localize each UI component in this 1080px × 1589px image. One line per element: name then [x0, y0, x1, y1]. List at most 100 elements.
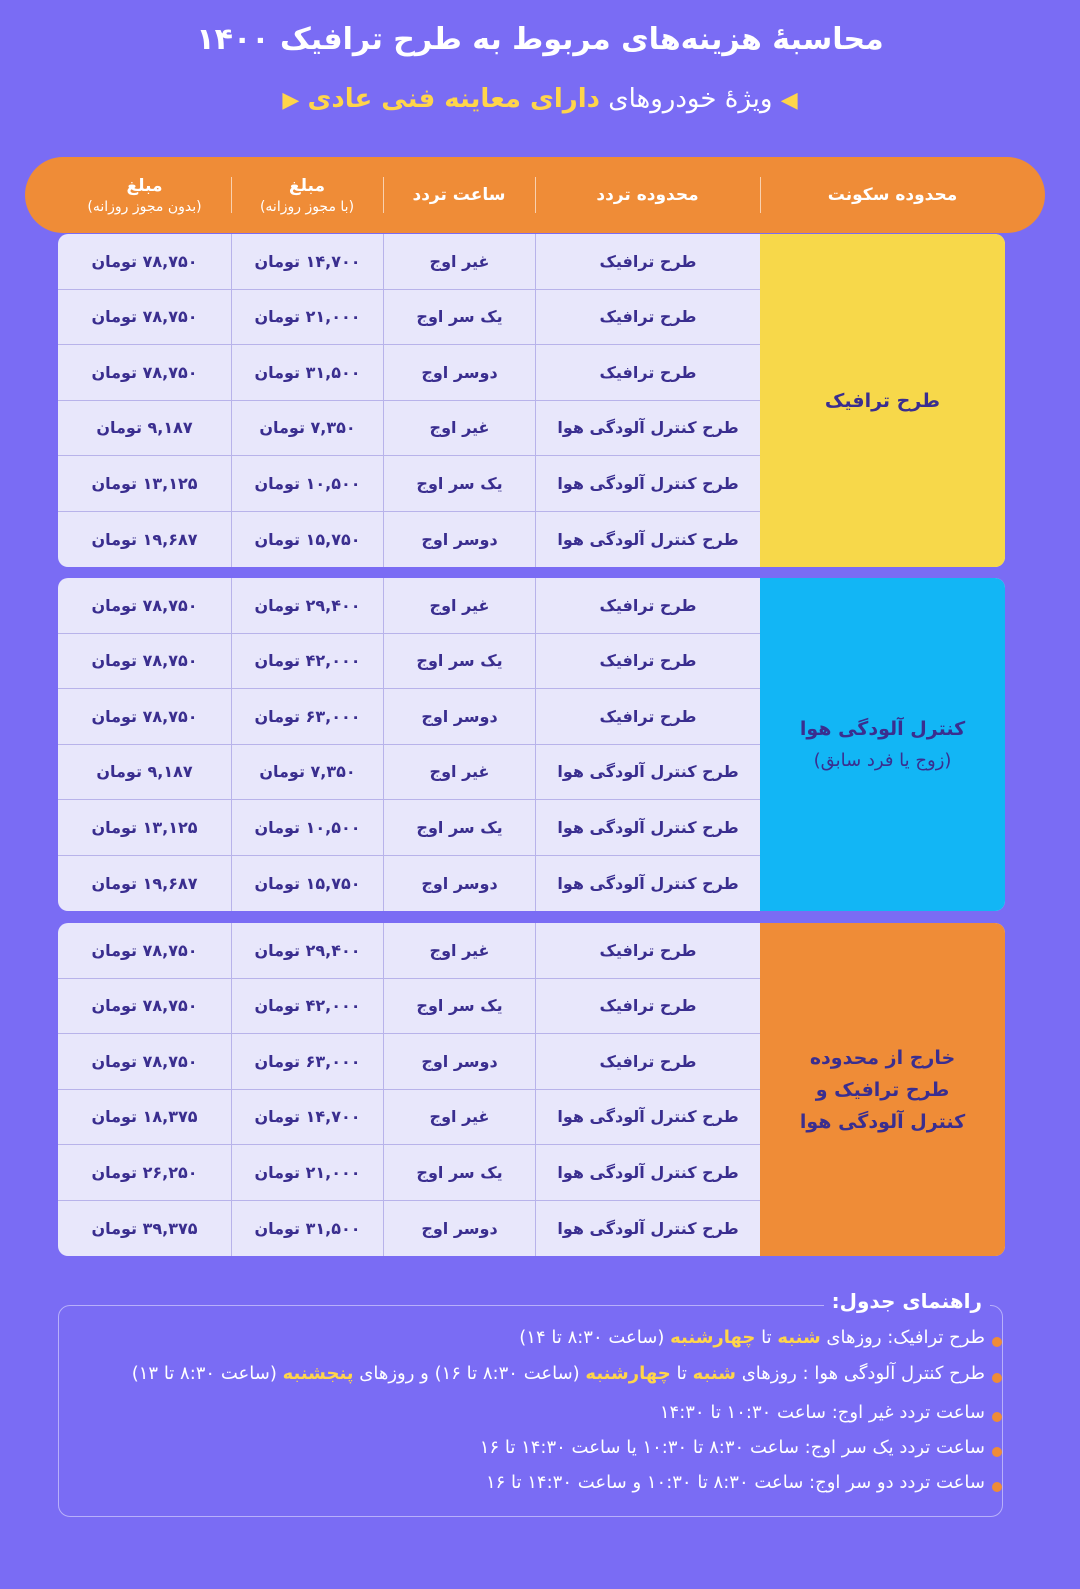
- guide-item: طرح ترافیک: روزهای شنبه تا چهارشنبه (ساع…: [519, 1327, 985, 1348]
- table-cell: طرح کنترل آلودگی هوا: [535, 800, 760, 856]
- table-group: طرح ترافیک طرح ترافیک غیر اوج ۱۴,۷۰۰ تومان ۷…: [58, 234, 1005, 567]
- header-cell: مبلغ (بدون مجوز روزانه): [58, 157, 231, 233]
- table-cell: ۶۳,۰۰۰ تومان: [231, 1034, 383, 1090]
- guide-text: (ساعت ۸:۳۰ تا ۱۴): [519, 1327, 671, 1348]
- table-cell: ۱۳,۱۲۵ تومان: [58, 456, 231, 512]
- table-cell: طرح ترافیک: [535, 633, 760, 689]
- header-note: (با مجوز روزانه): [259, 198, 355, 215]
- group-label-line: کنترل آلودگی هوا: [799, 717, 966, 740]
- header-separator: [231, 177, 232, 213]
- group-label-line: کنترل آلودگی هوا: [799, 1110, 966, 1133]
- table-cell: غیر اوج: [383, 578, 535, 634]
- table-cell: ۲۹,۴۰۰ تومان: [231, 578, 383, 634]
- guide-text: (ساعت ۸:۳۰ تا ۱۳): [131, 1363, 283, 1384]
- guide-text: طرح ترافیک: روزهای: [820, 1327, 985, 1348]
- guide-box: [58, 1305, 1003, 1517]
- header-title: ساعت تردد: [412, 185, 506, 205]
- table-cell: طرح کنترل آلودگی هوا: [535, 1089, 760, 1145]
- table-cell: ۱۳,۱۲۵ تومان: [58, 800, 231, 856]
- table-cell: طرح کنترل آلودگی هوا: [535, 1145, 760, 1201]
- table-cell: ۷۸,۷۵۰ تومان: [58, 689, 231, 745]
- table-cell: ۱۰,۵۰۰ تومان: [231, 800, 383, 856]
- table-cell: طرح کنترل آلودگی هوا: [535, 456, 760, 512]
- guide-highlight: شنبه: [777, 1327, 821, 1348]
- table-cell: ۲۱,۰۰۰ تومان: [231, 1145, 383, 1201]
- table-cell: ۱۵,۷۵۰ تومان: [231, 511, 383, 567]
- table-cell: ۳۱,۵۰۰ تومان: [231, 1200, 383, 1256]
- table-cell: غیر اوج: [383, 923, 535, 979]
- guide-text: طرح کنترل آلودگی هوا : روزهای: [735, 1363, 985, 1384]
- table-cell: ۱۸,۳۷۵ تومان: [58, 1090, 231, 1145]
- table-cell: طرح ترافیک: [535, 1034, 760, 1090]
- table-cell: طرح ترافیک: [535, 923, 760, 979]
- table-cell: ۷۸,۷۵۰ تومان: [58, 345, 231, 401]
- header-title: مبلغ: [288, 175, 326, 196]
- arrow: ▶: [282, 88, 300, 113]
- header-title: محدوده تردد: [596, 185, 699, 205]
- guide-highlight: چهارشنبه: [670, 1327, 756, 1348]
- table-cell: ۷۸,۷۵۰ تومان: [58, 979, 231, 1034]
- header-title: مبلغ: [126, 175, 163, 196]
- bullet: [992, 1447, 1002, 1457]
- subtitle-highlight: دارای معاینه فنی عادی: [307, 84, 600, 114]
- header-cell: مبلغ (با مجوز روزانه): [231, 157, 383, 233]
- header-note: (بدون مجوز روزانه): [87, 198, 202, 215]
- table-cell: ۴۲,۰۰۰ تومان: [231, 978, 383, 1034]
- table-cell: طرح ترافیک: [535, 289, 760, 345]
- table-cell: ۷,۳۵۰ تومان: [231, 400, 383, 456]
- bullet: [992, 1373, 1002, 1383]
- table-cell: یک سر اوج: [383, 800, 535, 856]
- table-cell: ۶۳,۰۰۰ تومان: [231, 689, 383, 745]
- table-cell: یک سر اوج: [383, 1145, 535, 1201]
- subtitle: ◀ ویژهٔ خودروهای دارای معاینه فنی عادی ▶: [0, 84, 1080, 114]
- guide-text: ساعت تردد غیر اوج: ساعت ۱۰:۳۰ تا ۱۴:۳۰: [659, 1402, 985, 1423]
- table-cell: طرح کنترل آلودگی هوا: [535, 511, 760, 567]
- header-title: محدوده سکونت: [827, 185, 958, 205]
- header-separator: [383, 177, 384, 213]
- header-separator: [760, 177, 761, 213]
- table-cell: ۱۴,۷۰۰ تومان: [231, 1089, 383, 1145]
- guide-item: طرح کنترل آلودگی هوا : روزهای شنبه تا چه…: [132, 1363, 985, 1384]
- title: محاسبهٔ هزینه‌های مربوط به طرح ترافیک ۱۴…: [196, 22, 884, 57]
- table-group: کنترل آلودگی هوا (زوج یا فرد سابق) طرح ترا…: [58, 578, 1005, 911]
- table-cell: ۲۱,۰۰۰ تومان: [231, 289, 383, 345]
- table-cell: ۷,۳۵۰ تومان: [231, 744, 383, 800]
- table-cell: غیر اوج: [383, 744, 535, 800]
- guide-text: ساعت تردد دو سر اوج: ساعت ۸:۳۰ تا ۱۰:۳۰ …: [485, 1472, 985, 1493]
- guide-title: راهنمای جدول:: [823, 1289, 990, 1313]
- arrow: ◀: [780, 88, 798, 113]
- guide-item: ساعت تردد یک سر اوج: ساعت ۸:۳۰ تا ۱۰:۳۰ …: [480, 1437, 985, 1458]
- table-cell: ۴۲,۰۰۰ تومان: [231, 633, 383, 689]
- table-header: محدوده سکونت محدوده تردد ساعت تردد مبلغ (با …: [25, 157, 1045, 233]
- header-separator: [535, 177, 536, 213]
- table-cell: یک سر اوج: [383, 456, 535, 512]
- table-cell: ۱۹,۶۸۷ تومان: [91, 873, 198, 893]
- header-cell: ساعت تردد: [383, 157, 535, 233]
- table-cell: طرح ترافیک: [535, 689, 760, 745]
- header-cell: محدوده تردد: [535, 157, 760, 233]
- table-cell: ۷۸,۷۵۰ تومان: [58, 578, 231, 634]
- guide-item: ساعت تردد دو سر اوج: ساعت ۸:۳۰ تا ۱۰:۳۰ …: [486, 1472, 985, 1493]
- table-cell: طرح ترافیک: [535, 234, 760, 290]
- table-cell: دوسر اوج: [383, 1034, 535, 1090]
- table-cell: طرح ترافیک: [535, 578, 760, 634]
- table-cell: غیر اوج: [383, 1089, 535, 1145]
- table-cell: ۷۸,۷۵۰ تومان: [58, 634, 231, 689]
- group-label: خارج از محدوده طرح ترافیک و کنترل آلودگی ه…: [760, 923, 1005, 1256]
- table-cell: دوسر اوج: [383, 855, 535, 911]
- table-cell: ۲۹,۴۰۰ تومان: [231, 923, 383, 979]
- guide-highlight: چهارشنبه: [585, 1363, 671, 1384]
- group-label-line: طرح ترافیک و: [815, 1078, 950, 1101]
- subtitle-text: ویژهٔ خودروهای: [608, 84, 773, 114]
- table-group: خارج از محدوده طرح ترافیک و کنترل آلودگی ه…: [58, 923, 1005, 1256]
- table-cell: ۳۱,۵۰۰ تومان: [231, 345, 383, 401]
- group-label-note: (زوج یا فرد سابق): [813, 749, 952, 771]
- guide-highlight: پنجشنبه: [282, 1363, 354, 1384]
- table-cell: دوسر اوج: [383, 345, 535, 401]
- group-label: کنترل آلودگی هوا (زوج یا فرد سابق): [760, 578, 1005, 911]
- guide-text: تا: [670, 1363, 693, 1384]
- table-cell: ۷۸,۷۵۰ تومان: [58, 290, 231, 345]
- table-cell: طرح کنترل آلودگی هوا: [535, 1200, 760, 1256]
- guide-item: ساعت تردد غیر اوج: ساعت ۱۰:۳۰ تا ۱۴:۳۰: [660, 1402, 985, 1423]
